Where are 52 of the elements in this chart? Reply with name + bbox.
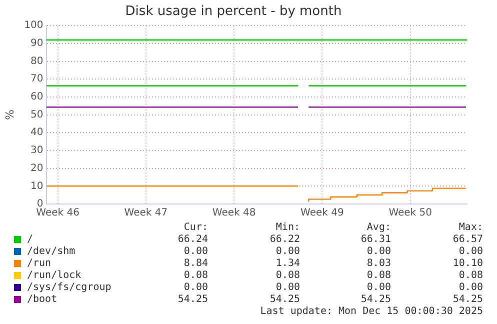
text: 0.08 [276,270,300,281]
text: 8.03 [366,258,391,269]
legend-label: /run [27,258,52,269]
text: 0.08 [458,270,483,281]
y-tick-label: 90 [30,38,44,50]
text: 54.25 [452,294,483,305]
text: Min: [276,222,300,233]
text: 54.25 [360,294,391,305]
text: 0.00 [276,282,300,293]
x-tick-label: Week 46 [36,208,80,219]
text: 54.25 [270,294,300,305]
text: 1.34 [276,258,300,269]
y-tick-label: 100 [24,20,44,32]
text: 10.10 [452,258,483,269]
y-axis-title: % [3,110,16,120]
text: 0.00 [276,246,300,257]
legend-label: /sys/fs/cgroup [27,282,112,293]
text: 0.08 [184,270,208,281]
y-tick-label: 70 [30,74,44,85]
legend-label: / [27,234,34,245]
text: 0.00 [458,246,483,257]
text: 0.00 [366,246,391,257]
y-tick-label: 20 [30,162,44,174]
legend-label: /boot [27,294,58,305]
text: 54.25 [178,294,208,305]
text: 0.00 [184,246,208,257]
x-tick-label: Week 47 [124,208,168,219]
y-tick-label: 30 [30,145,44,156]
text: 8.84 [184,258,208,269]
text: Max: [458,222,483,233]
text: Cur: [184,222,208,233]
x-tick-label: Week 48 [212,208,256,219]
legend-label: /run/lock [27,270,82,281]
text: 66.31 [360,234,391,245]
legend-label: /dev/shm [27,246,76,257]
text: Last update: Mon Dec 15 00:00:30 2025 [260,306,483,317]
chart-title: Disk usage in percent - by month [125,4,342,20]
x-tick-label: Week 49 [300,208,344,219]
x-tick-label: Week 50 [388,208,432,219]
y-tick-label: 60 [30,92,44,103]
text: Avg: [366,222,391,233]
y-tick-label: 40 [30,127,44,138]
text: 66.22 [270,234,300,245]
text: 0.08 [366,270,391,281]
text: 0.00 [366,282,391,293]
text: 0.00 [458,282,483,293]
y-tick-label: 10 [30,180,44,192]
text: 66.57 [452,234,483,245]
y-tick-label: 50 [30,109,44,120]
text: 0.00 [184,282,208,293]
text: 66.24 [178,234,208,245]
y-tick-label: 80 [30,56,44,67]
